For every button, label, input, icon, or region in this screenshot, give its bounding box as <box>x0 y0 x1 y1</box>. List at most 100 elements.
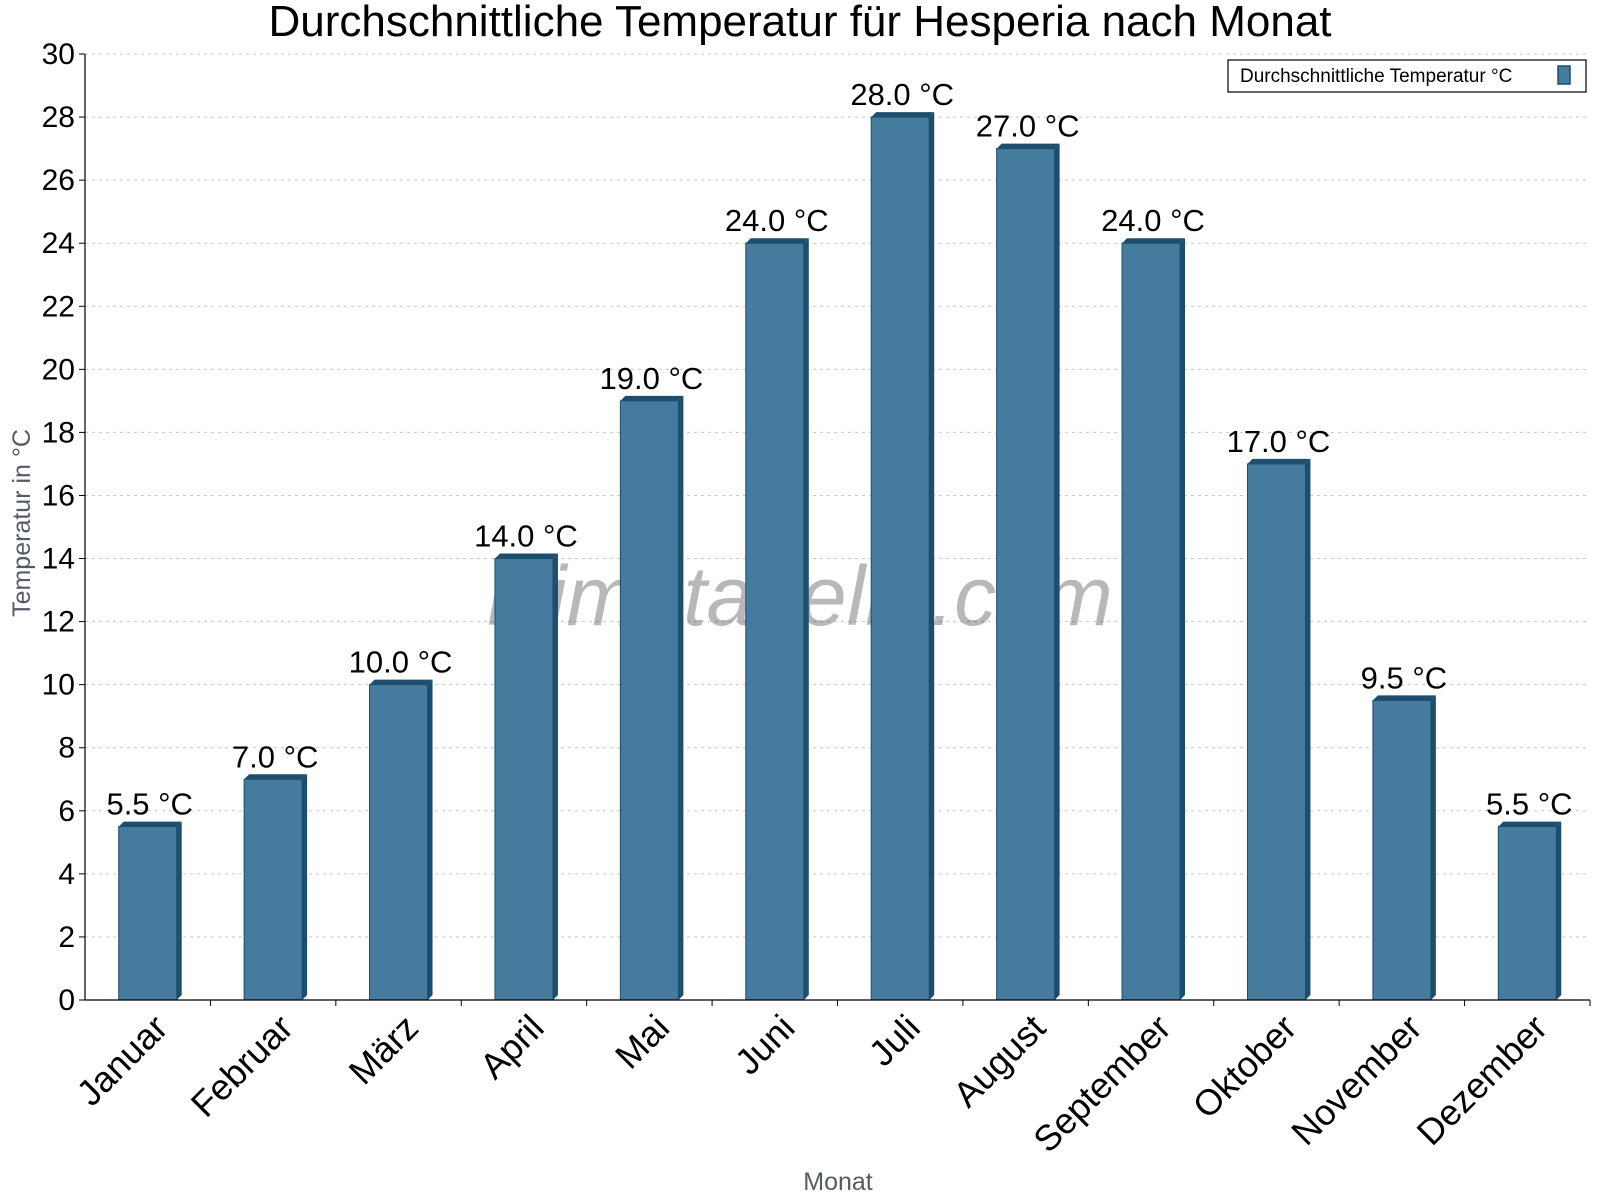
bar-top <box>494 553 558 559</box>
x-tick-label: November <box>1283 1007 1429 1153</box>
legend-label: Durchschnittliche Temperatur °C <box>1240 66 1512 87</box>
x-axis-title: Monat <box>803 1168 873 1196</box>
y-tick-label: 10 <box>42 669 75 702</box>
bar-side <box>1430 695 1436 1000</box>
x-tick-label: Juli <box>861 1007 928 1074</box>
x-tick-label: März <box>341 1007 427 1093</box>
bar-top <box>244 774 308 780</box>
bar-top <box>1498 821 1562 827</box>
data-label: 28.0 °C <box>850 77 954 112</box>
bar-september <box>1121 238 1186 1001</box>
x-tick-label: September <box>1025 1007 1179 1161</box>
y-tick-label: 26 <box>42 164 75 197</box>
bar-side <box>1054 143 1060 1001</box>
bar-top <box>118 821 182 827</box>
data-label: 19.0 °C <box>600 361 704 396</box>
bar-front <box>1497 826 1557 1001</box>
y-tick-label: 6 <box>58 795 75 828</box>
x-ticks: Januar Februar März April Mai Juni Juli AugustS… <box>69 1007 1555 1161</box>
bar-front <box>996 148 1056 1001</box>
x-tick-label: Oktober <box>1185 1007 1305 1127</box>
y-tick-label: 16 <box>42 479 75 512</box>
bar-oktober <box>1246 458 1311 1001</box>
data-labels: 5.5 °C 7.0 °C 10.0 °C 14.0 °C 19.0 °C 24.0 °C… <box>106 77 1573 822</box>
bar-front <box>870 116 930 1001</box>
bar-side <box>1556 821 1562 1000</box>
y-tick-label: 14 <box>42 543 75 576</box>
data-label: 14.0 °C <box>474 519 578 554</box>
bar-top <box>996 143 1060 149</box>
grid-lines <box>85 53 1590 938</box>
bar-side <box>929 112 935 1001</box>
data-label: 24.0 °C <box>725 203 829 238</box>
bar-front <box>243 778 303 1001</box>
y-axis-title: Temperatur in °C <box>8 429 36 617</box>
y-tick-label: 24 <box>42 227 75 260</box>
y-tick-label: 4 <box>58 858 75 891</box>
x-tick-label: Juni <box>727 1007 803 1083</box>
y-tick-label: 8 <box>58 732 75 765</box>
y-tick-label: 30 <box>42 38 75 71</box>
bar-top <box>1247 458 1311 464</box>
bar-top <box>745 238 809 244</box>
bar-side <box>427 679 433 1000</box>
legend-box <box>1227 59 1587 93</box>
x-tick-label: Mai <box>607 1007 677 1077</box>
y-tick-label: 2 <box>58 921 75 954</box>
bar-top <box>871 112 935 118</box>
y-tick-label: 20 <box>42 353 75 386</box>
data-label: 9.5 °C <box>1361 660 1448 695</box>
y-tick-label: 12 <box>42 606 75 639</box>
x-tick-label: Dezember <box>1409 1007 1555 1153</box>
bar-front <box>1121 242 1181 1001</box>
bar-top <box>1372 695 1436 701</box>
bar-mai <box>619 395 684 1001</box>
bar-april <box>494 553 558 1001</box>
bar-märz <box>369 679 433 1001</box>
data-label: 5.5 °C <box>1486 787 1573 822</box>
bar-juni <box>745 238 809 1001</box>
bar-side <box>803 238 809 1000</box>
x-tick-label: Januar <box>69 1007 176 1114</box>
bar-front <box>1372 699 1432 1001</box>
bar-front <box>369 684 429 1001</box>
data-label: 24.0 °C <box>1101 203 1205 238</box>
legend-swatch <box>1557 65 1571 85</box>
bar-front <box>1246 463 1306 1001</box>
bar-side <box>302 774 308 1000</box>
y-tick-label: 18 <box>42 416 75 449</box>
bar-top <box>620 395 684 401</box>
bar-front <box>494 558 554 1001</box>
bar-januar <box>118 821 182 1001</box>
data-label: 10.0 °C <box>349 645 453 680</box>
bar-side <box>552 553 558 1000</box>
y-tick-label: 0 <box>58 984 75 1017</box>
bar-front <box>118 826 178 1001</box>
x-tick-label: Februar <box>183 1007 301 1125</box>
bar-side <box>1305 458 1311 1000</box>
x-tick-label: August <box>945 1007 1053 1115</box>
data-label: 27.0 °C <box>976 109 1080 144</box>
bar-side <box>1180 238 1186 1000</box>
bar-side <box>678 395 684 1000</box>
legend: Durchschnittliche Temperatur °C <box>1227 59 1587 93</box>
y-tick-label: 22 <box>42 290 75 323</box>
bar-side <box>176 821 182 1000</box>
chart-title: Durchschnittliche Temperatur für Hesperi… <box>268 0 1331 46</box>
bar-dezember <box>1497 821 1562 1001</box>
bar-juli <box>870 112 935 1001</box>
data-label: 5.5 °C <box>106 787 193 822</box>
bars <box>118 112 1562 1001</box>
axes <box>84 54 1591 1006</box>
bar-front <box>619 400 679 1001</box>
x-tick-label: April <box>472 1007 552 1087</box>
data-label: 17.0 °C <box>1227 424 1331 459</box>
bar-front <box>745 242 805 1001</box>
data-label: 7.0 °C <box>232 739 319 774</box>
bar-august <box>996 143 1060 1001</box>
bar-februar <box>243 774 308 1001</box>
bar-top <box>369 679 433 685</box>
bar-november <box>1372 695 1436 1001</box>
